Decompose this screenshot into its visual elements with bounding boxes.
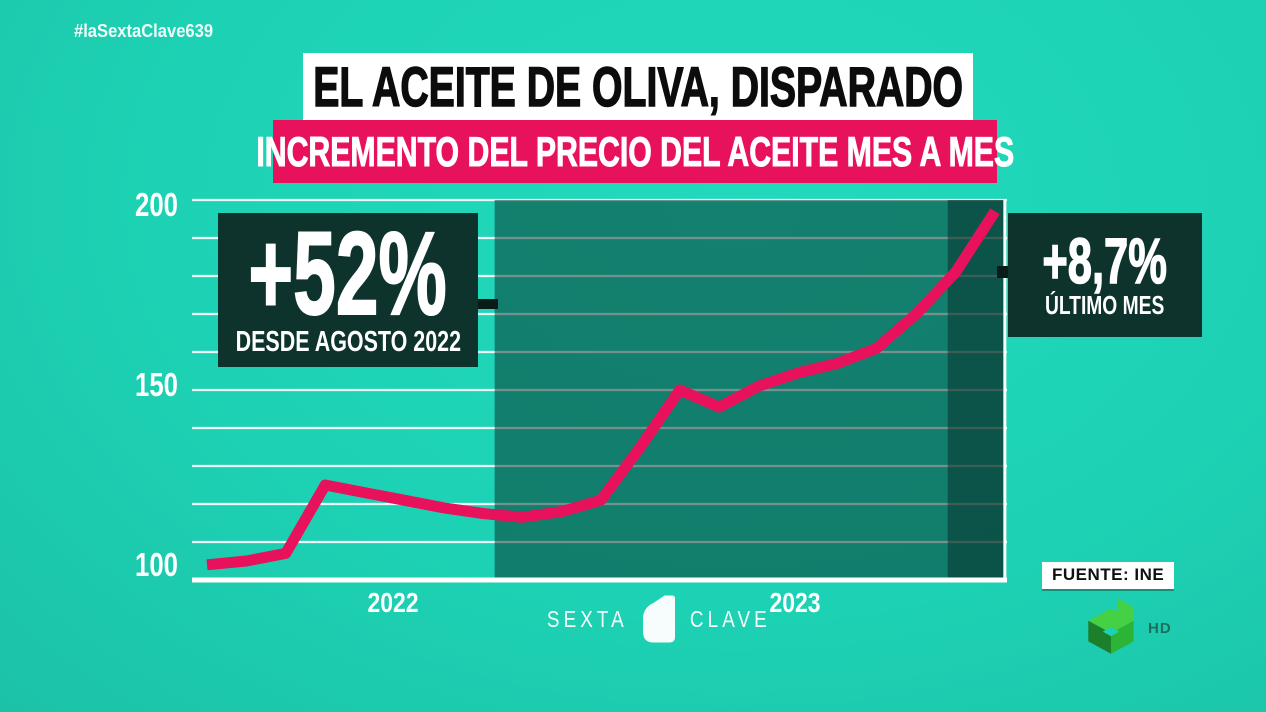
clave-flag-icon bbox=[642, 595, 675, 643]
callout-since-august-label: DESDE AGOSTO 2022 bbox=[235, 326, 461, 358]
hd-badge: HD bbox=[1148, 619, 1172, 637]
program-watermark: SEXTA CLAVE bbox=[538, 594, 779, 644]
hashtag-text: #laSextaClave639 bbox=[74, 21, 214, 41]
watermark-clave-text: CLAVE bbox=[689, 605, 771, 632]
x-tick-label: 2023 bbox=[769, 587, 821, 618]
watermark-sexta-text: SEXTA bbox=[546, 605, 628, 632]
callout-since-august: +52% DESDE AGOSTO 2022 bbox=[218, 213, 478, 367]
hashtag-label: #laSextaClave639 bbox=[74, 21, 225, 42]
callout-connector-left bbox=[477, 299, 498, 309]
headline-text: EL ACEITE DE OLIVA, DISPARADO bbox=[313, 54, 964, 119]
lasexta-channel-logo: HD bbox=[1082, 596, 1172, 660]
callout-last-month-label: ÚLTIMO MES bbox=[1045, 290, 1165, 320]
y-tick-label: 200 bbox=[135, 186, 178, 223]
callout-last-month: +8,7% ÚLTIMO MES bbox=[1008, 213, 1202, 337]
callout-connector-right bbox=[997, 266, 1010, 278]
callout-last-month-value: +8,7% bbox=[1042, 225, 1168, 297]
callout-since-august-value: +52% bbox=[248, 208, 448, 340]
lasexta-6-icon bbox=[1088, 598, 1134, 654]
subtitle-text: INCREMENTO DEL PRECIO DEL ACEITE MES A M… bbox=[256, 127, 1014, 175]
headline-banner: EL ACEITE DE OLIVA, DISPARADO bbox=[303, 53, 973, 120]
subtitle-banner: INCREMENTO DEL PRECIO DEL ACEITE MES A M… bbox=[256, 120, 1014, 183]
y-tick-label: 150 bbox=[135, 366, 178, 403]
x-tick-label: 2022 bbox=[367, 587, 419, 618]
source-attribution: FUENTE: INE bbox=[1042, 562, 1175, 589]
y-tick-label: 100 bbox=[135, 546, 178, 583]
